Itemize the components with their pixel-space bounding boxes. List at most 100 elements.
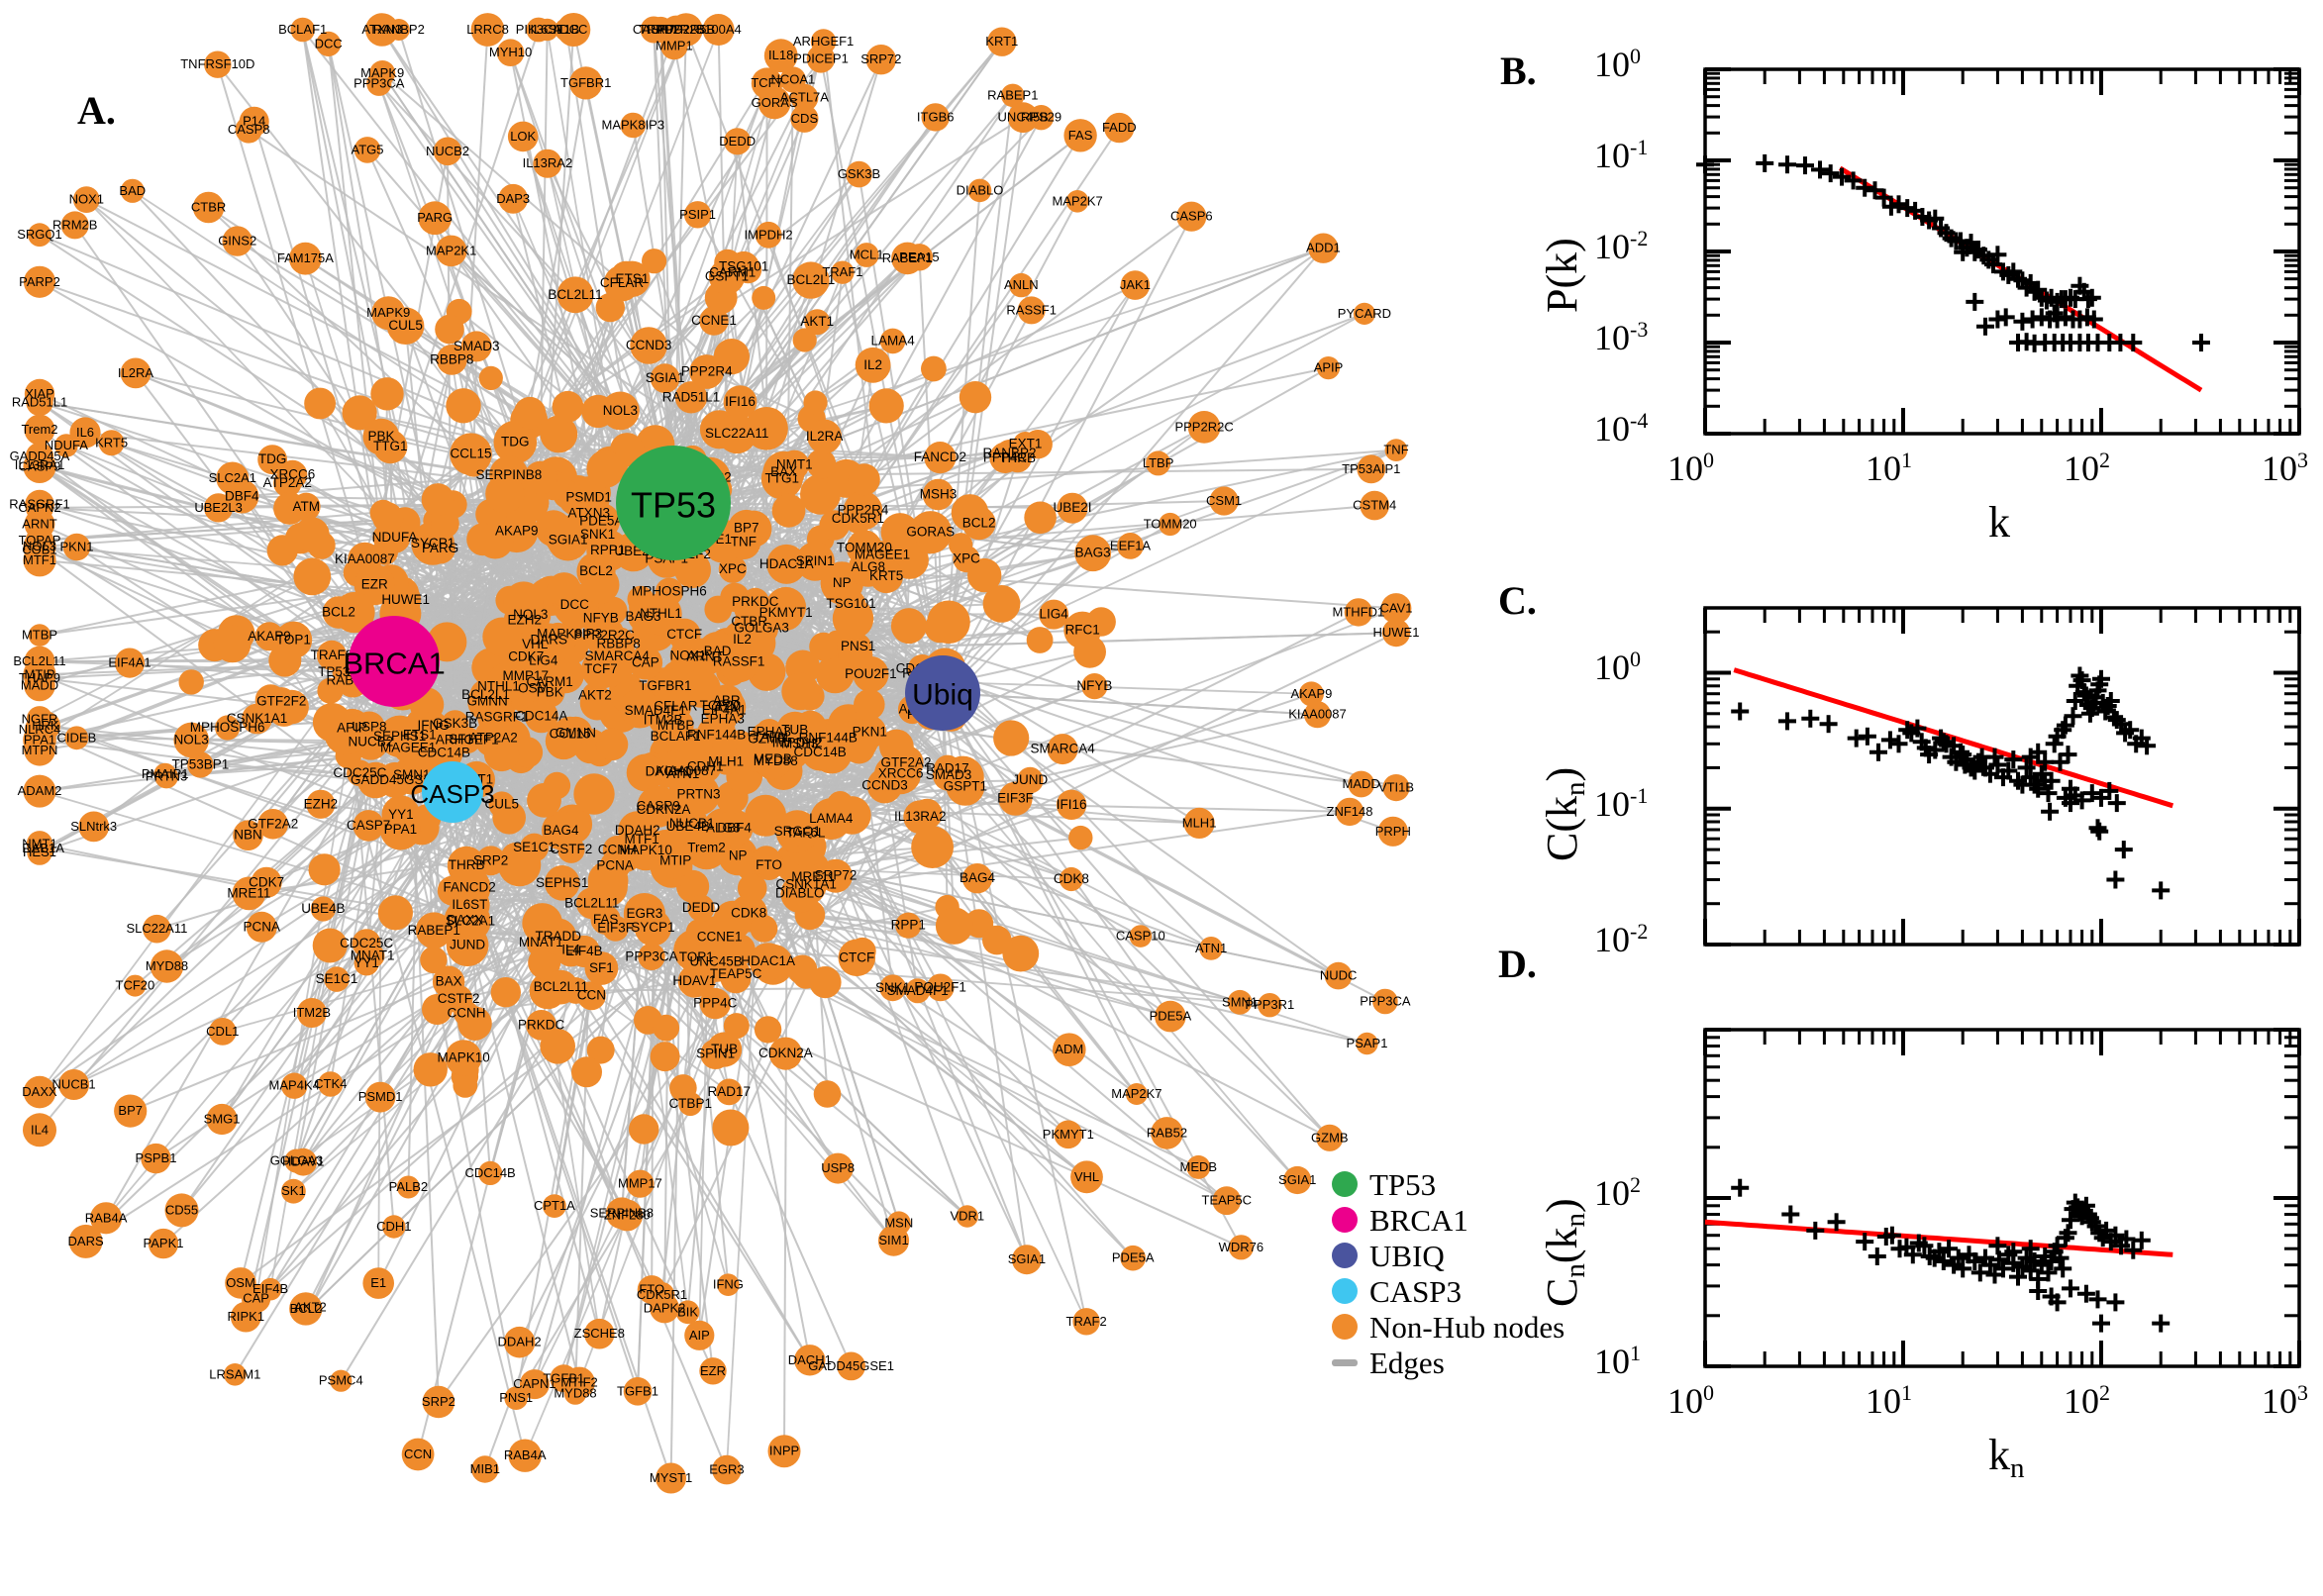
network-node[interactable] — [377, 895, 413, 931]
network-node[interactable] — [187, 751, 214, 778]
network-node[interactable] — [723, 385, 758, 419]
network-node[interactable] — [669, 13, 703, 47]
network-node[interactable] — [422, 1385, 455, 1419]
network-node[interactable] — [715, 1078, 743, 1106]
network-node[interactable] — [28, 223, 51, 248]
network-node[interactable] — [273, 468, 302, 498]
network-node[interactable] — [450, 433, 492, 476]
network-node[interactable] — [768, 1037, 803, 1070]
network-node[interactable] — [445, 1040, 482, 1076]
network-node[interactable] — [1283, 1165, 1312, 1195]
network-node[interactable] — [25, 489, 54, 520]
network-node[interactable] — [1063, 119, 1097, 152]
network-node[interactable] — [1070, 1160, 1103, 1194]
network-node[interactable] — [724, 128, 752, 155]
network-node[interactable] — [1056, 789, 1087, 820]
network-node[interactable] — [873, 754, 913, 794]
network-node[interactable] — [1348, 770, 1375, 798]
network-node[interactable] — [563, 1366, 595, 1399]
network-node[interactable] — [507, 121, 539, 152]
network-node[interactable] — [827, 791, 854, 818]
network-node[interactable] — [712, 1109, 750, 1147]
network-node[interactable] — [1002, 935, 1040, 972]
network-node[interactable] — [967, 557, 1002, 593]
network-node[interactable] — [879, 328, 906, 354]
network-node[interactable] — [475, 846, 506, 876]
network-node[interactable] — [911, 826, 954, 868]
network-node[interactable] — [497, 843, 542, 887]
network-node[interactable] — [354, 137, 381, 163]
network-node[interactable] — [650, 1042, 680, 1072]
network-node[interactable] — [1344, 598, 1373, 627]
network-node[interactable] — [268, 644, 302, 677]
network-node[interactable] — [675, 1300, 700, 1325]
network-node[interactable] — [804, 309, 831, 336]
network-node[interactable] — [982, 585, 1021, 623]
network-node[interactable] — [69, 417, 101, 449]
network-node[interactable] — [877, 1225, 910, 1256]
network-node[interactable] — [868, 388, 904, 424]
network-node[interactable] — [312, 928, 348, 963]
network-node[interactable] — [470, 13, 505, 47]
network-node[interactable] — [810, 29, 837, 54]
network-node[interactable] — [543, 1194, 566, 1218]
network-node[interactable] — [1039, 599, 1069, 630]
network-node[interactable] — [905, 978, 931, 1004]
network-node[interactable] — [685, 919, 713, 946]
network-node[interactable] — [557, 593, 591, 628]
network-node[interactable] — [556, 13, 591, 47]
network-node[interactable] — [312, 703, 353, 743]
network-node[interactable] — [31, 711, 60, 742]
network-node[interactable] — [26, 831, 53, 857]
network-node[interactable] — [750, 915, 778, 943]
network-node[interactable] — [656, 1462, 687, 1494]
network-node[interactable] — [995, 440, 1024, 467]
network-node[interactable] — [23, 774, 56, 808]
network-node[interactable] — [680, 728, 713, 761]
network-node[interactable] — [273, 492, 306, 525]
network-node[interactable] — [1065, 190, 1089, 213]
network-node[interactable] — [362, 418, 400, 455]
network-node[interactable] — [64, 726, 89, 750]
network-node[interactable] — [281, 1072, 308, 1099]
network-node[interactable] — [425, 533, 455, 564]
network-node[interactable] — [98, 430, 125, 456]
network-node[interactable] — [865, 45, 896, 75]
network-node[interactable] — [513, 396, 547, 430]
network-node[interactable] — [511, 737, 544, 768]
network-node[interactable] — [959, 381, 992, 414]
network-node[interactable] — [1324, 961, 1353, 990]
network-node[interactable] — [216, 461, 250, 495]
network-node[interactable] — [310, 896, 336, 922]
network-node[interactable] — [392, 755, 432, 795]
network-node[interactable] — [293, 557, 332, 596]
network-node[interactable] — [60, 211, 89, 240]
network-node[interactable] — [702, 14, 735, 46]
network-node[interactable] — [496, 39, 525, 66]
network-node[interactable] — [669, 638, 707, 674]
network-node[interactable] — [1104, 112, 1135, 144]
network-node[interactable] — [1335, 797, 1364, 827]
network-node[interactable] — [628, 646, 663, 680]
network-node[interactable] — [1381, 619, 1411, 648]
network-node[interactable] — [921, 355, 947, 382]
network-node[interactable] — [371, 296, 406, 331]
network-node[interactable] — [257, 809, 289, 840]
network-node[interactable] — [23, 449, 56, 483]
network-node[interactable] — [141, 1143, 171, 1174]
network-node[interactable] — [371, 539, 398, 565]
network-node[interactable] — [24, 735, 55, 766]
network-node[interactable] — [1227, 989, 1253, 1015]
network-node[interactable] — [1228, 1235, 1254, 1260]
network-node[interactable] — [68, 1224, 103, 1258]
network-node[interactable] — [522, 903, 563, 944]
network-node[interactable] — [508, 1439, 542, 1472]
network-node[interactable] — [242, 703, 272, 735]
network-node[interactable] — [446, 388, 481, 424]
network-node[interactable] — [987, 27, 1017, 56]
network-node[interactable] — [235, 116, 262, 144]
network-node[interactable] — [542, 811, 580, 850]
network-node[interactable] — [334, 591, 375, 634]
network-node[interactable] — [699, 987, 731, 1020]
network-node[interactable] — [1303, 701, 1332, 729]
